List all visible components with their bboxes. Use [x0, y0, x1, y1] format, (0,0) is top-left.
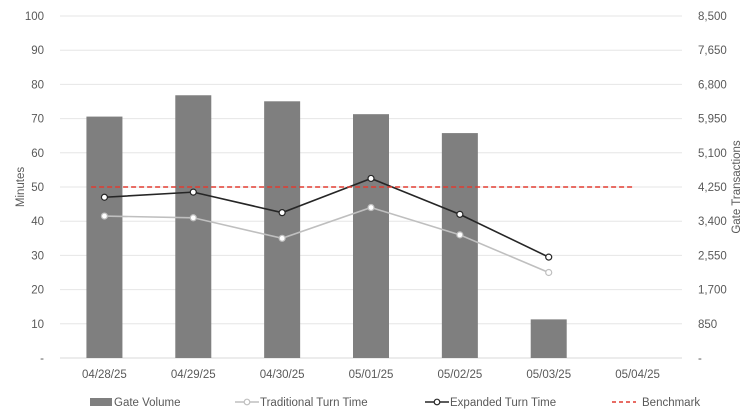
y-tick-label: 100 — [25, 11, 44, 23]
gate-volume-bar — [441, 133, 478, 358]
legend-marker-expanded-turn-time — [433, 398, 441, 406]
x-tick-label: 05/04/25 — [615, 369, 660, 381]
gate-volume-bar — [175, 95, 212, 359]
expanded-turn-time-point — [545, 253, 553, 261]
y2-tick-label: 5,950 — [698, 114, 727, 126]
y-axis-title: Minutes — [15, 167, 27, 208]
legend-label-gate-volume: Gate Volume — [114, 397, 180, 409]
y-tick-label: 90 — [31, 45, 44, 57]
traditional-turn-time-point — [367, 203, 375, 212]
x-tick-label: 05/03/25 — [526, 369, 571, 381]
y-tick-label: 50 — [31, 182, 44, 194]
expanded-turn-time-point — [189, 188, 197, 196]
gate-volume-bar — [264, 101, 301, 358]
y-tick-label: 20 — [31, 285, 44, 297]
expanded-turn-time-line — [104, 177, 550, 258]
legend-label-expanded-turn-time: Expanded Turn Time — [450, 397, 556, 409]
legend-label-traditional-turn-time: Traditional Turn Time — [260, 397, 368, 409]
traditional-turn-time-point — [278, 234, 286, 242]
gate-volume-bar — [530, 319, 567, 358]
y-tick-label: 10 — [31, 319, 44, 331]
traditional-turn-time-point — [100, 212, 109, 220]
x-tick-label: 04/28/25 — [82, 369, 127, 381]
y2-tick-label: 2,550 — [698, 250, 727, 262]
x-tick-label: 04/30/25 — [260, 369, 305, 381]
traditional-turn-time-line — [104, 206, 550, 274]
y-tick-label: 60 — [31, 148, 44, 160]
gate-volume-bar — [353, 114, 389, 358]
traditional-turn-time-point — [545, 268, 553, 277]
x-tick-label: 04/29/25 — [171, 369, 216, 381]
y2-tick-label: 6,800 — [698, 79, 727, 91]
y2-tick-label: 850 — [698, 319, 717, 331]
expanded-turn-time-point — [278, 209, 286, 217]
gate-volume-bar — [86, 116, 123, 359]
y2-tick-label: 3,400 — [698, 216, 727, 228]
expanded-turn-time-point — [367, 174, 375, 183]
expanded-turn-time-point — [456, 210, 464, 218]
legend-label-benchmark: Benchmark — [642, 397, 700, 409]
y2-tick-label: 1,700 — [698, 285, 727, 297]
y-tick-label: 30 — [31, 250, 44, 262]
legend-marker-traditional-turn-time — [243, 398, 251, 406]
legend: Gate Volume Traditional Turn Time Expanded… — [90, 397, 700, 409]
traditional-turn-time-point — [456, 231, 464, 239]
y2-tick-label: - — [698, 353, 702, 365]
y2-tick-label: 4,250 — [698, 182, 727, 194]
traditional-turn-time-point — [189, 214, 197, 222]
x-tick-label: 05/02/25 — [437, 369, 482, 381]
y2-tick-label: 5,100 — [698, 148, 727, 160]
line-series — [91, 174, 634, 277]
legend-swatch-gate-volume — [90, 398, 112, 406]
y-tick-label: 40 — [31, 216, 44, 228]
y-tick-label: - — [40, 353, 44, 365]
x-tick-label: 05/01/25 — [349, 369, 394, 381]
gate-volume-bars — [86, 95, 567, 359]
y-tick-label: 70 — [31, 114, 44, 126]
y2-tick-label: 7,650 — [698, 45, 727, 57]
axes: - - 10 850 20 1,700 30 2,550 40 3,400 50 4,250 60 5,1… — [25, 11, 727, 381]
expanded-turn-time-point — [100, 193, 109, 201]
y2-axis-title: Gate Transactions — [731, 140, 743, 234]
y2-tick-label: 8,500 — [698, 11, 727, 23]
y-tick-label: 80 — [31, 79, 44, 91]
